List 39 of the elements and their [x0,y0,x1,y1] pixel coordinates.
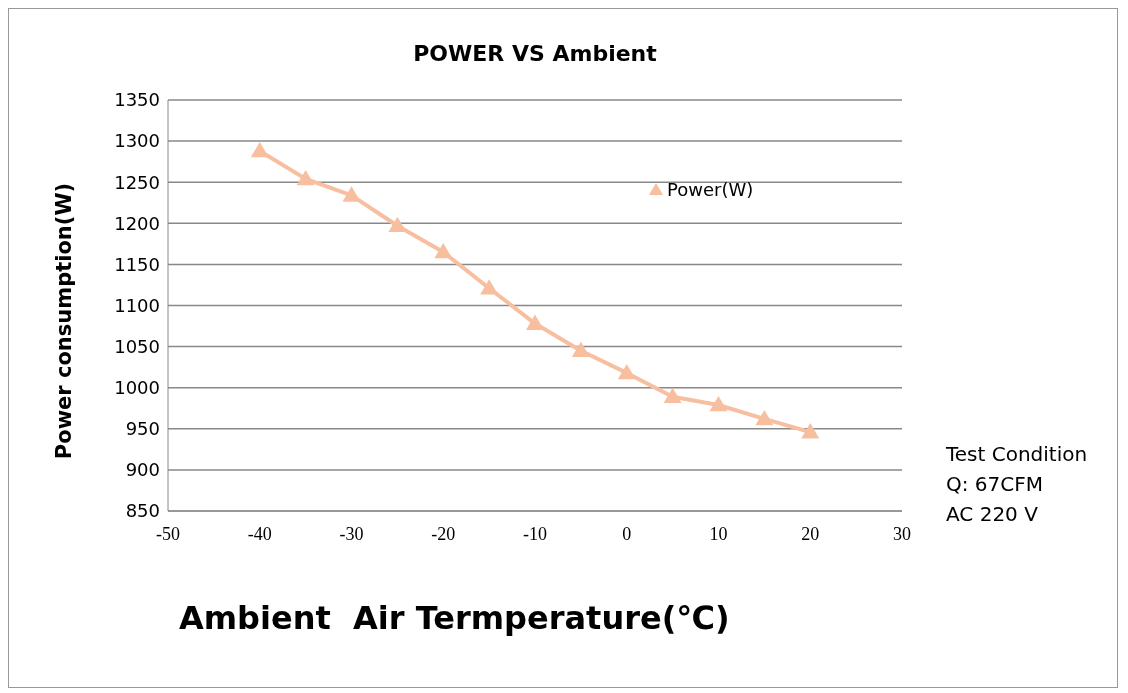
point [571,341,590,358]
text: Q: 67CFM [946,471,1044,498]
text: Test Condition [946,441,1088,468]
y-tick-label: 1250 [114,171,160,193]
point [709,395,728,412]
y-tick-label: 1000 [114,377,160,399]
y-tick-label: 1300 [114,130,160,152]
text: AC 220 V [946,501,1039,528]
y-tick-label: 950 [125,418,160,440]
x-tick-label: -10 [523,523,547,544]
point [296,169,315,186]
x-tick-label: -30 [339,523,364,544]
x-tick-label: -20 [431,523,456,544]
x-tick-label: -50 [156,523,180,544]
y-tick-label: 900 [125,459,160,481]
point [801,423,820,439]
point [342,186,361,202]
legend-label: Power(W) [667,179,754,200]
x-tick-label: 10 [709,523,728,544]
x-tick-label: -40 [247,523,272,544]
y-tick-label: 1350 [114,89,160,111]
x-axis-title: Ambient Air Termperature(℃) [179,599,730,637]
y-tick-label: 850 [125,500,160,522]
x-tick-label: 20 [801,523,820,544]
y-tick-label: 1150 [114,253,160,275]
y-axis-title: Power consumption(W) [52,182,76,460]
x-tick-label: 30 [893,523,911,544]
point [250,141,269,158]
point [617,363,636,380]
y-tick-label: 1200 [114,212,160,234]
y-tick-label: 1050 [114,335,160,357]
point [755,409,774,426]
point [480,279,499,295]
point [526,314,544,330]
y-tick-label: 1100 [114,294,160,316]
point [663,387,682,404]
chart-title: POWER VS Ambient [412,41,658,66]
x-tick-label: 0 [622,523,632,544]
point [434,243,453,259]
